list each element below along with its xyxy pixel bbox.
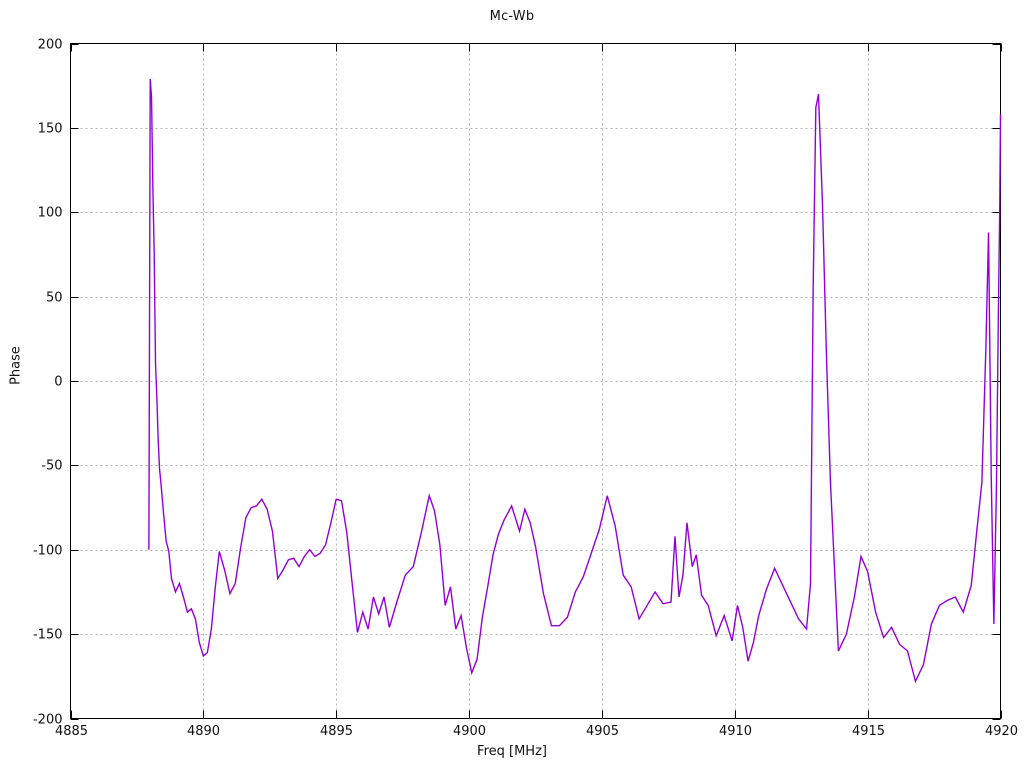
y-tick-label: -100 — [32, 543, 63, 558]
y-tick-label: 0 — [54, 374, 63, 389]
x-tick-label: 4895 — [319, 724, 354, 739]
x-axis-label: Freq [MHz] — [477, 744, 547, 759]
y-tick-label: 150 — [37, 121, 63, 136]
y-tick-label: 100 — [37, 205, 63, 220]
x-tick-label: 4900 — [452, 724, 487, 739]
x-tick-label: 4920 — [984, 724, 1019, 739]
plot-border — [70, 43, 1001, 719]
axis-tick-marks — [70, 43, 1002, 720]
y-tick-label: -50 — [41, 458, 63, 473]
x-tick-label: 4890 — [186, 724, 221, 739]
x-tick-label: 4910 — [718, 724, 753, 739]
data-series — [148, 78, 1002, 684]
y-tick-label: -200 — [32, 712, 63, 727]
y-axis-label: Phase — [8, 346, 24, 385]
x-tick-label: 4885 — [54, 724, 89, 739]
series-line — [148, 78, 1002, 684]
y-tick-label: -150 — [32, 627, 63, 642]
x-tick-label: 4915 — [851, 724, 886, 739]
y-tick-label: 200 — [37, 37, 63, 52]
x-tick-label: 4905 — [585, 724, 620, 739]
grid-lines — [70, 43, 1001, 719]
chart-title: Mc-Wb — [489, 9, 535, 24]
y-tick-label: 50 — [45, 290, 63, 305]
